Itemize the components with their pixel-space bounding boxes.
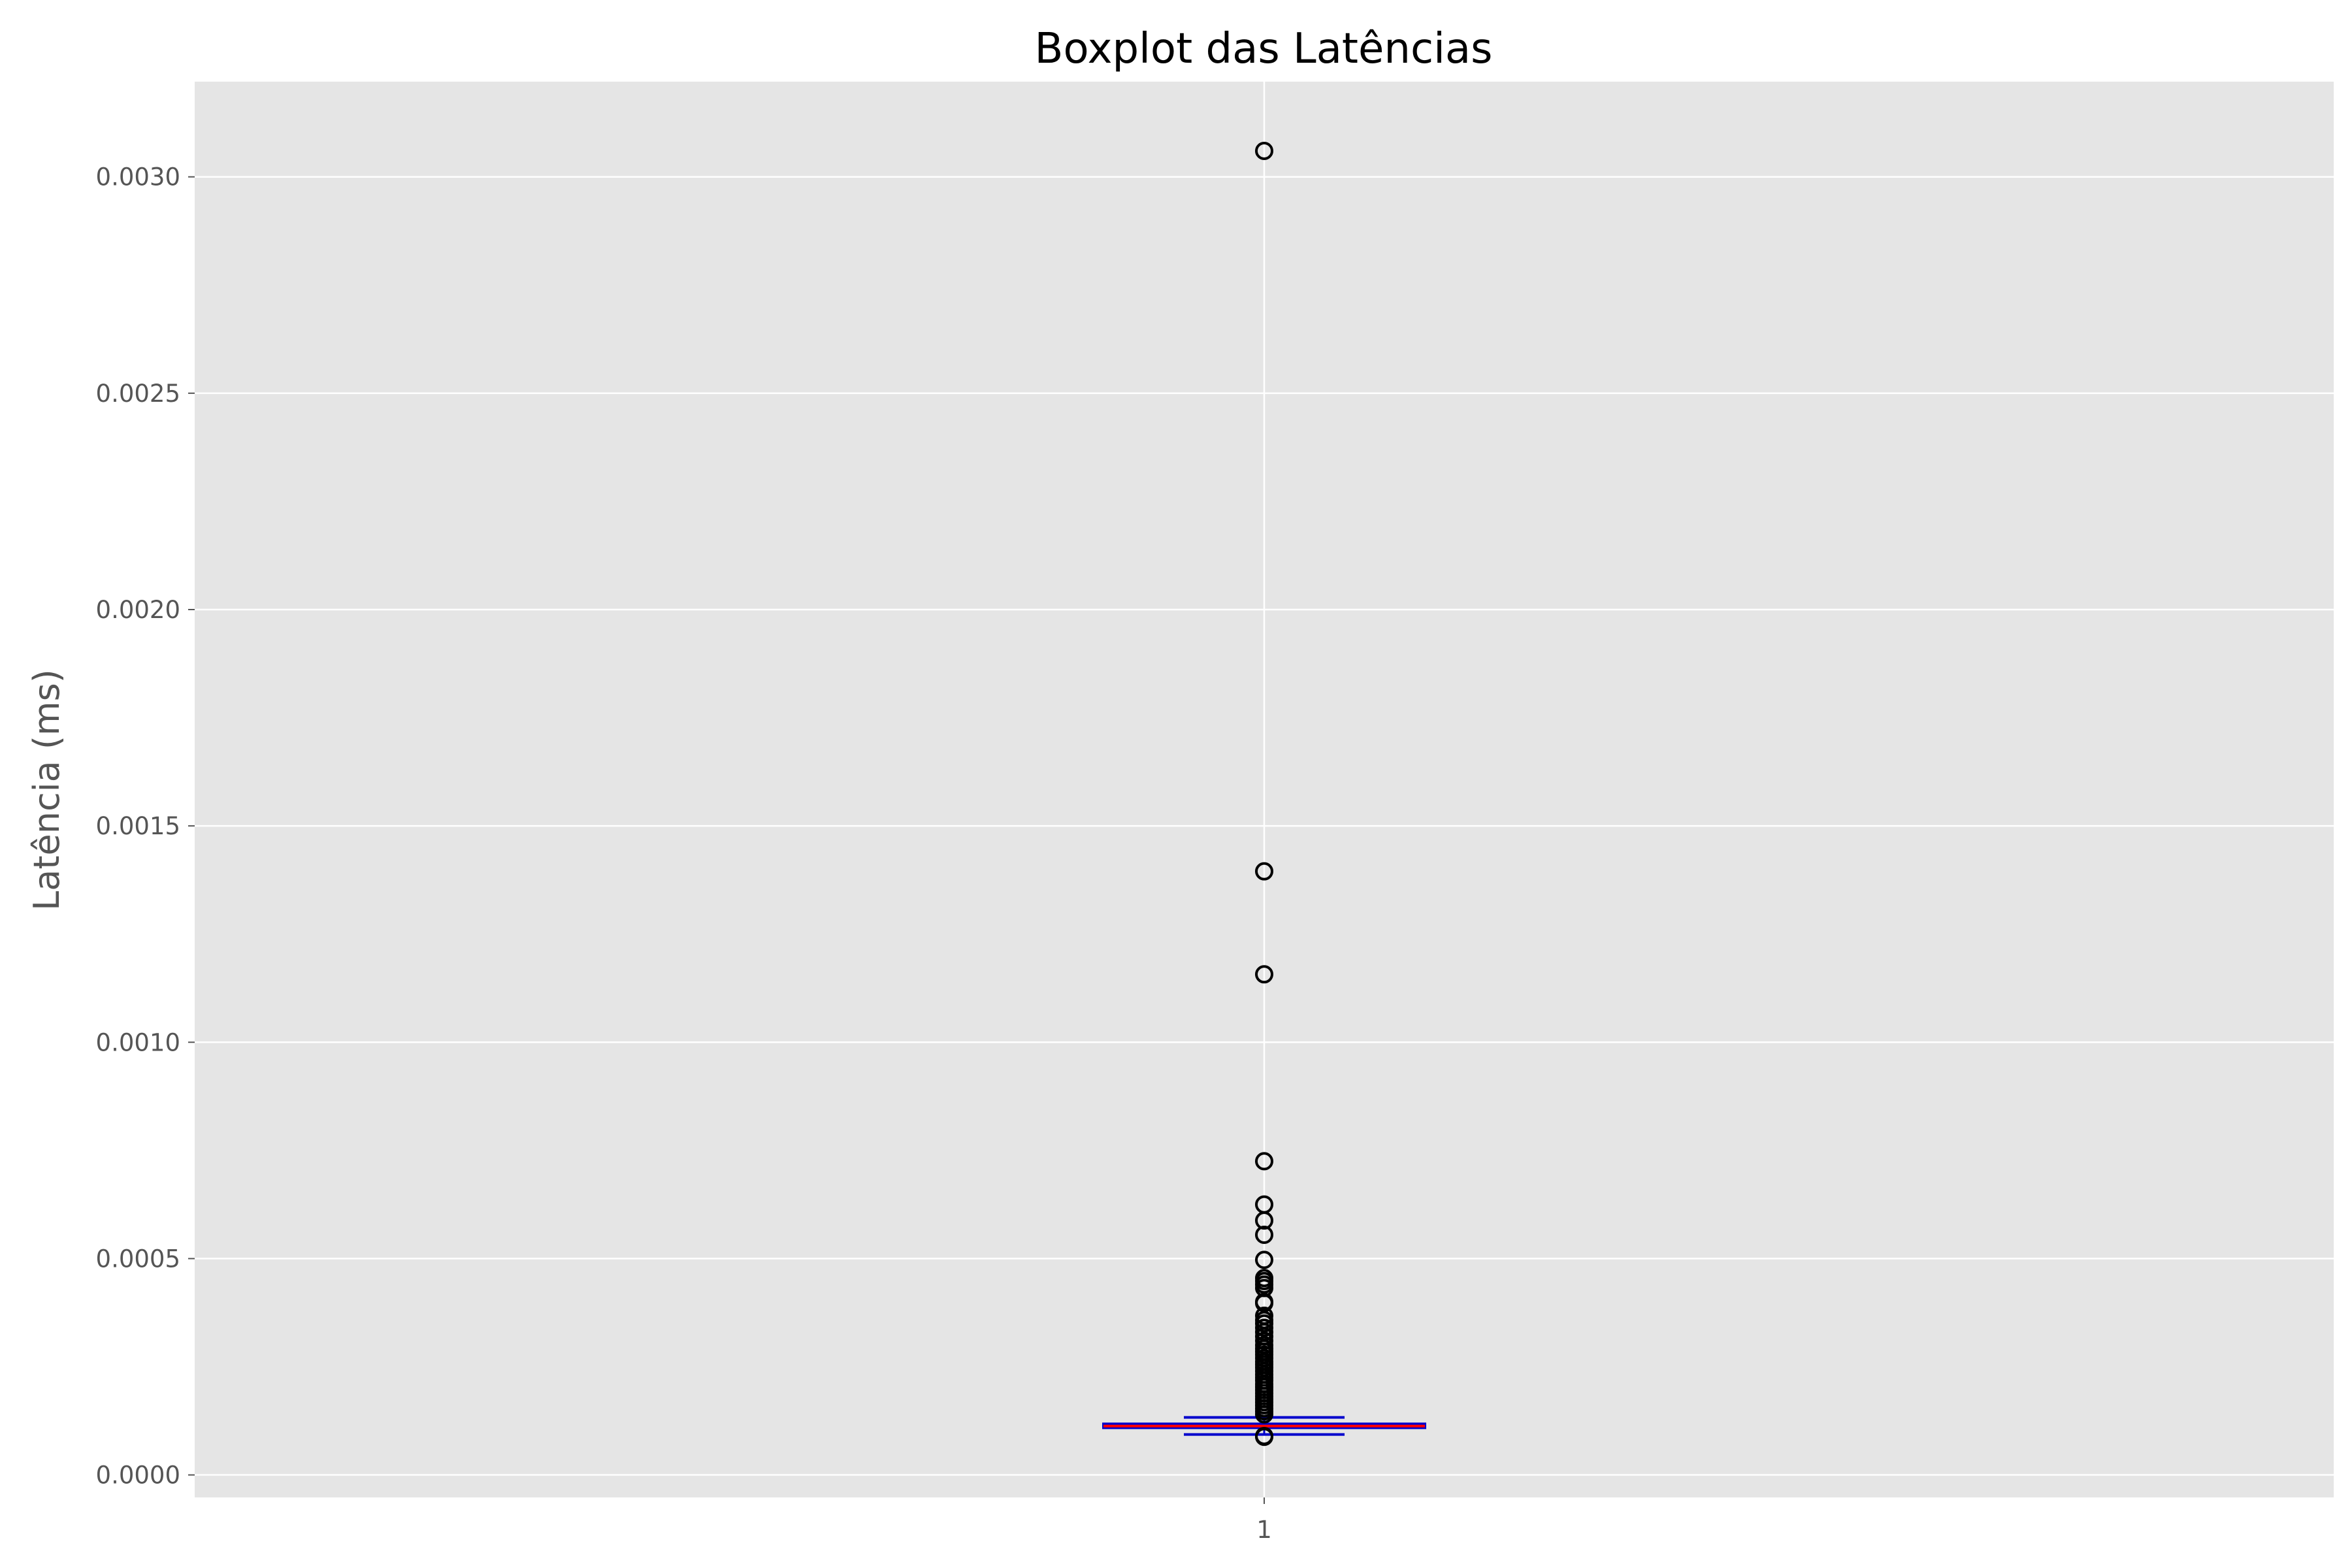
y-tick-labels: 0.0000 0.0005 0.0010 0.0015 0.0020 0.0025 0.00… [96,163,180,1490]
outlier-point [1255,1250,1273,1269]
outlier-point [1255,1152,1273,1171]
outlier-point [1255,1225,1273,1244]
y-tick-label: 0.0005 [96,1245,180,1273]
outlier-point [1255,1405,1273,1424]
y-tick-label: 0.0010 [96,1028,180,1056]
outlier-point [1255,141,1273,160]
outlier-point [1255,862,1273,881]
y-tick-label: 0.0000 [96,1462,180,1490]
outlier-point [1255,965,1273,984]
chart-title: Boxplot das Latências [1035,25,1493,73]
y-tick-label: 0.0030 [96,163,180,191]
outlier-point [1255,1211,1273,1230]
y-axis-label: Latência (ms) [26,669,67,911]
x-tick-labels: 1 [1256,1516,1272,1544]
y-tick-label: 0.0015 [96,812,180,840]
grid-lines [188,82,2334,1504]
x-tick-label: 1 [1256,1516,1272,1544]
y-tick-label: 0.0020 [96,596,180,624]
y-tick-label: 0.0025 [96,380,180,408]
outlier-points [1255,141,1273,1446]
outlier-point [1255,1426,1273,1445]
